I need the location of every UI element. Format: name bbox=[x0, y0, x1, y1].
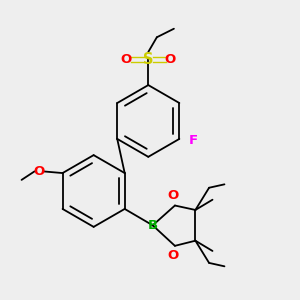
Text: O: O bbox=[121, 53, 132, 66]
Text: O: O bbox=[33, 165, 44, 178]
Text: F: F bbox=[189, 134, 198, 147]
Text: O: O bbox=[168, 189, 179, 202]
Text: B: B bbox=[148, 219, 158, 232]
Text: O: O bbox=[165, 53, 176, 66]
Text: O: O bbox=[168, 249, 179, 262]
Text: S: S bbox=[143, 52, 154, 67]
